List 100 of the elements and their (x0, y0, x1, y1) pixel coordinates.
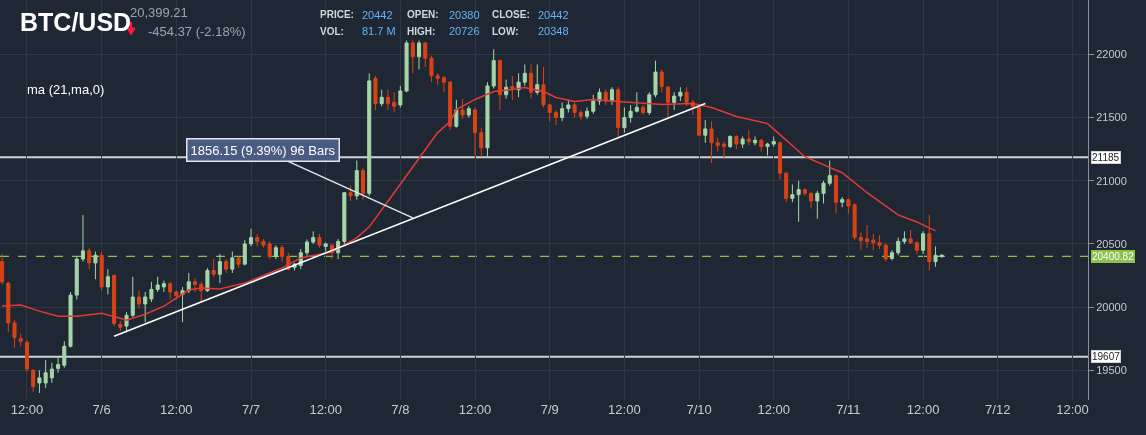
annotation: 20726 (449, 25, 480, 37)
candlestick (80, 214, 85, 263)
x-tick-label: 12:00 (160, 402, 193, 417)
annotation: 20348 (538, 25, 569, 37)
candlestick (647, 91, 652, 116)
x-tick-label: 7/8 (391, 402, 410, 417)
candlestick (553, 109, 558, 126)
candlestick (809, 191, 814, 210)
candlestick (871, 233, 876, 251)
annotation: 81.7 M (362, 25, 396, 37)
candlestick (908, 229, 913, 245)
x-tick-label: 12:00 (1056, 402, 1089, 417)
candlestick (883, 243, 888, 263)
candlestick (354, 160, 359, 201)
y-tick-label: 21000 (1096, 174, 1127, 187)
candlestick (497, 58, 502, 111)
candlestick (74, 256, 79, 301)
candlestick (93, 251, 98, 280)
candlestick (578, 109, 583, 121)
candlestick (572, 101, 577, 119)
candlestick (105, 268, 110, 295)
x-tick-label: 12:00 (10, 402, 44, 417)
candlestick (715, 137, 720, 153)
candlestick (697, 104, 702, 137)
candlestick (136, 290, 142, 309)
candlestick (311, 230, 316, 245)
candlestick (280, 244, 285, 263)
candlestick (224, 258, 229, 274)
x-tick-label: 12:00 (906, 402, 940, 417)
candlestick (304, 238, 310, 256)
candlestick (491, 48, 496, 89)
candlestick (236, 256, 241, 269)
candlestick (118, 320, 123, 332)
annotation: VOL: (320, 26, 344, 37)
candlestick (877, 234, 882, 250)
candlestick (609, 86, 614, 106)
annotation: HIGH: (407, 26, 436, 37)
candlestick (0, 253, 5, 285)
candlestick (914, 240, 919, 255)
annotation: 20442 (362, 9, 393, 21)
annotation: 1856.15 (9.39%) 96 Bars (190, 142, 336, 158)
candlestick (921, 230, 926, 255)
candlestick (709, 120, 714, 164)
candlestick (130, 276, 135, 318)
candlestick (771, 135, 776, 148)
ref-line-label: 21185 (1092, 152, 1120, 163)
annotation: 20442 (538, 9, 569, 21)
y-tick-label: 22000 (1096, 48, 1127, 61)
y-tick-label: 20500 (1096, 237, 1127, 250)
annotation: LOW: (492, 26, 519, 37)
candlestick (242, 239, 247, 266)
candlestick (448, 80, 453, 131)
candlestick (728, 134, 733, 149)
candlestick (765, 142, 770, 156)
candlestick (759, 138, 764, 153)
x-tick-label: 12:00 (608, 402, 641, 417)
chart-title: BTC/USD (20, 7, 132, 36)
annotation: CLOSE: (492, 9, 530, 20)
candlestick (784, 171, 789, 203)
candlestick (454, 99, 459, 129)
candlestick (56, 357, 61, 374)
candlestick (566, 99, 571, 113)
candlestick (248, 228, 254, 247)
candlestick (591, 94, 596, 115)
x-tick-label: 7/7 (241, 402, 261, 417)
candlestick (721, 141, 726, 160)
candlestick (902, 230, 907, 245)
y-tick-label: 19500 (1096, 364, 1127, 377)
candlestick (87, 247, 92, 270)
candlestick (217, 253, 222, 284)
candlestick (429, 55, 434, 83)
candlestick (603, 89, 608, 106)
x-tick-label: 12:00 (757, 402, 790, 417)
candlestick (746, 129, 751, 146)
candlestick (255, 233, 260, 247)
candlestick (672, 91, 677, 111)
candlestick (485, 81, 490, 158)
ref-line-label: 19607 (1092, 351, 1121, 362)
candlestick (815, 190, 820, 220)
candlestick (417, 39, 422, 71)
chart-subtitle: 20,399.21 (130, 5, 188, 20)
candlestick (616, 86, 621, 139)
candlestick (441, 75, 446, 93)
candlestick (927, 214, 932, 271)
candlestick (510, 75, 515, 101)
candlestick (753, 135, 758, 146)
candlestick (99, 251, 104, 292)
candlestick (317, 233, 322, 249)
candlestick (323, 242, 328, 252)
candlestick (143, 291, 148, 323)
candlestick (473, 106, 478, 159)
candlestick (342, 191, 347, 245)
candlestick (385, 89, 390, 111)
candlestick (174, 290, 179, 301)
candlestick (435, 72, 440, 86)
candlestick (18, 333, 23, 347)
candlestick (205, 267, 210, 293)
candlestick (379, 89, 384, 107)
candlestick (933, 245, 938, 268)
annotation: OPEN: (407, 9, 439, 20)
